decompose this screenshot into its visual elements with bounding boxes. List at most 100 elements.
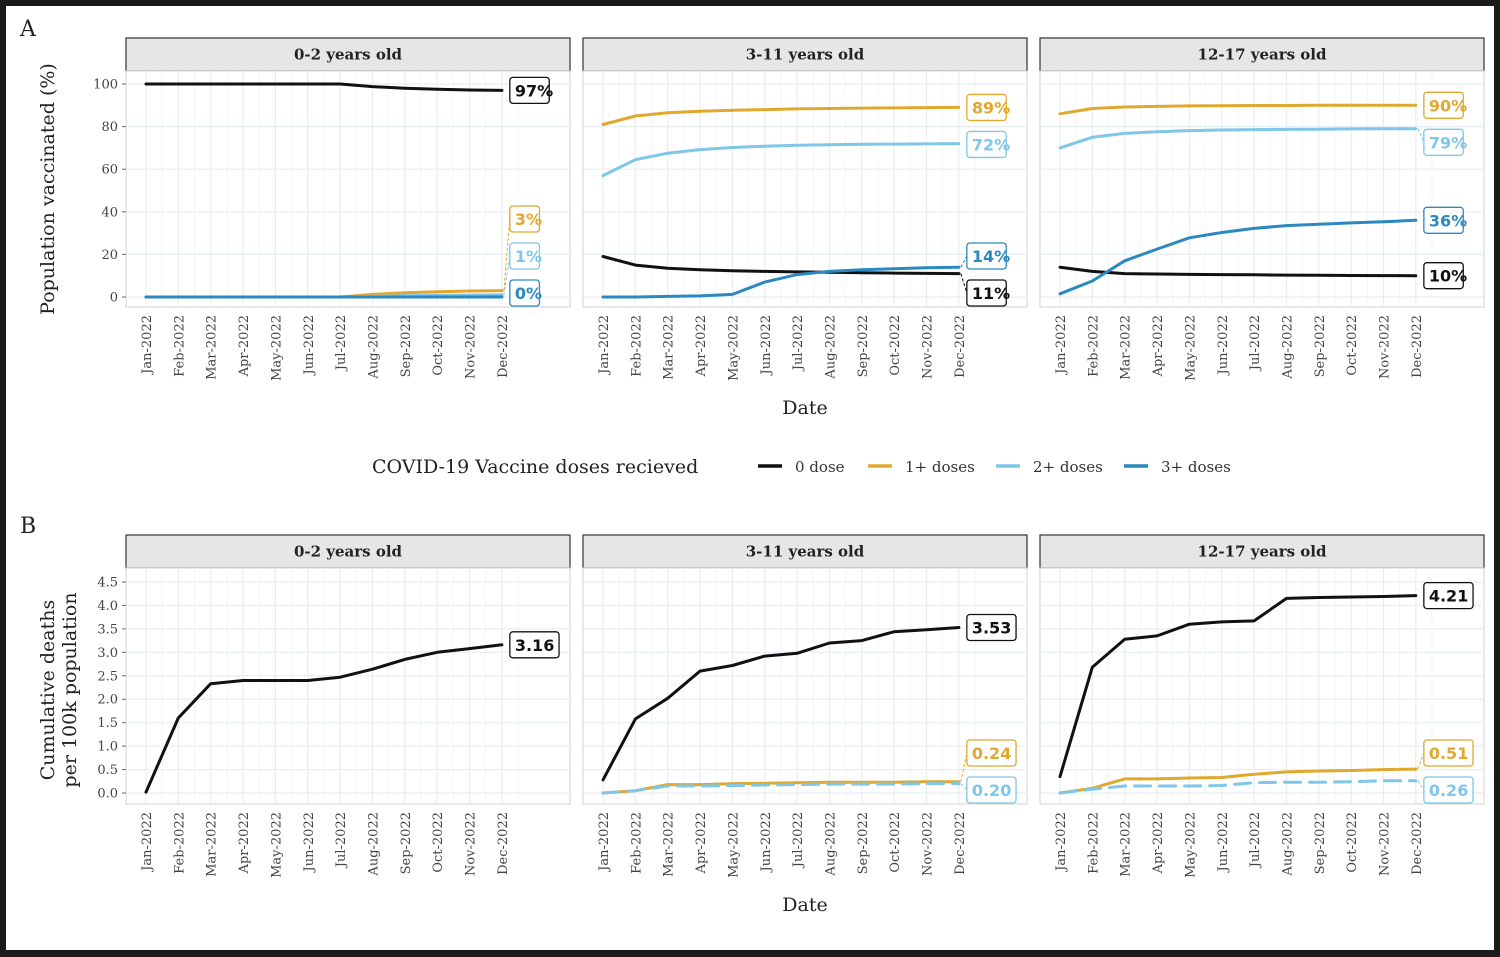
x-tick-label: Dec-2022 [953, 315, 968, 378]
series-line-0-dose [144, 82, 504, 92]
x-tick-label: Jan-2022 [597, 812, 612, 873]
end-label-box-0-dose [966, 279, 1007, 307]
end-label-connector [1417, 128, 1425, 143]
legend-label-2plus-doses: 2+ doses [1033, 458, 1103, 476]
end-label-box-2plus-doses [509, 242, 541, 270]
end-label-box-2plus-doses [966, 776, 1017, 804]
x-tick-label: Mar-2022 [662, 812, 677, 877]
x-tick-label: Jun-2022 [759, 315, 774, 376]
end-label-0-dose: 4.21 [1429, 587, 1468, 606]
x-tick-label: Jul-2022 [1248, 812, 1263, 869]
end-label-box-3plus-doses [1423, 206, 1464, 234]
x-tick-label: Sep-2022 [399, 315, 414, 377]
end-label-1plus-doses: 3% [515, 210, 542, 229]
legend-title: COVID-19 Vaccine doses recieved [372, 456, 698, 478]
series-line-3plus-doses [1058, 218, 1418, 296]
facet-b-0-2-years-old: 0-2 years old Jan-2022 Feb-2022 Mar-2022 Apr… [125, 534, 571, 878]
series-line-2plus-doses [1058, 779, 1418, 795]
series-line-1plus-doses [1058, 767, 1418, 795]
end-label-connector [1417, 780, 1425, 791]
y-tick-label: 20 [101, 248, 118, 263]
x-tick-label: Dec-2022 [1410, 812, 1425, 875]
x-tick-label: Dec-2022 [953, 812, 968, 875]
legend: COVID-19 Vaccine doses recieved 0 dose 1+ … [372, 456, 1231, 478]
plot-area [125, 70, 571, 308]
end-label-1plus-doses: 90% [1429, 96, 1467, 115]
facet-title: 12-17 years old [1198, 46, 1327, 64]
end-label-0-dose: 10% [1429, 267, 1467, 286]
end-label-connector [960, 273, 968, 294]
facet-strip [582, 534, 1028, 569]
facet-strip [582, 37, 1028, 72]
x-tick-label: Jan-2022 [140, 315, 155, 376]
x-tick-label: Jul-2022 [334, 812, 349, 869]
end-label-box-2plus-doses [1423, 128, 1464, 156]
end-label-2plus-doses: 1% [515, 247, 542, 266]
facet-title: 3-11 years old [746, 46, 865, 64]
x-tick-label: May-2022 [726, 315, 741, 381]
y-tick-label: 60 [101, 163, 118, 178]
x-tick-label: Sep-2022 [1313, 315, 1328, 377]
legend-label-3plus-doses: 3+ doses [1161, 458, 1231, 476]
x-tick-label: Feb-2022 [629, 812, 644, 874]
end-label-1plus-doses: 89% [972, 98, 1010, 117]
end-label-box-1plus-doses [509, 205, 541, 233]
x-tick-label: Nov-2022 [464, 315, 479, 379]
x-tick-label: Jun-2022 [302, 812, 317, 873]
series-line-0-dose [1058, 265, 1418, 278]
x-axis-title: Date [782, 894, 827, 916]
end-label-1plus-doses: 0.51 [1429, 744, 1468, 763]
plot-area [125, 567, 571, 805]
x-tick-label: Oct-2022 [431, 812, 446, 873]
plot-area [1039, 567, 1485, 805]
x-tick-label: Oct-2022 [431, 315, 446, 376]
x-tick-label: Aug-2022 [1280, 315, 1295, 380]
x-tick-label: Jul-2022 [1248, 315, 1263, 372]
x-tick-label: Sep-2022 [856, 812, 871, 874]
x-tick-label: Sep-2022 [399, 812, 414, 874]
y-tick-label: 2.0 [97, 693, 118, 708]
y-tick-label: 3.0 [97, 646, 118, 661]
x-tick-label: Nov-2022 [464, 812, 479, 876]
x-tick-label: Dec-2022 [496, 812, 511, 875]
x-tick-label: May-2022 [269, 315, 284, 381]
end-label-connector [1417, 752, 1425, 770]
x-tick-label: Nov-2022 [921, 812, 936, 876]
end-label-box-1plus-doses [966, 739, 1017, 767]
series-line-1plus-doses [1058, 103, 1418, 116]
x-tick-label: Apr-2022 [237, 315, 252, 377]
legend-label-0-dose: 0 dose [795, 458, 845, 476]
series-line-2plus-doses [1058, 127, 1418, 150]
panel-letter-a: A [19, 17, 37, 42]
x-tick-label: Mar-2022 [1119, 315, 1134, 380]
x-tick-label: Jan-2022 [140, 812, 155, 873]
x-tick-label: Oct-2022 [888, 812, 903, 873]
end-label-2plus-doses: 0.20 [972, 781, 1011, 800]
end-label-2plus-doses: 0.26 [1429, 781, 1468, 800]
y-axis-title-line: per 100k population [59, 592, 81, 787]
x-tick-label: Jan-2022 [597, 315, 612, 376]
y-tick-label: 0.5 [97, 763, 118, 778]
x-tick-label: Feb-2022 [172, 315, 187, 377]
x-tick-label: Jun-2022 [759, 812, 774, 873]
x-tick-label: Nov-2022 [1378, 812, 1393, 876]
end-label-1plus-doses: 0.24 [972, 744, 1011, 763]
end-label-box-1plus-doses [1423, 739, 1474, 767]
x-tick-label: May-2022 [269, 812, 284, 878]
x-tick-label: Aug-2022 [1280, 812, 1295, 877]
end-label-2plus-doses: 79% [1429, 133, 1467, 152]
x-tick-label: Jun-2022 [1216, 812, 1231, 873]
x-tick-label: Mar-2022 [662, 315, 677, 380]
facet-title: 3-11 years old [746, 543, 865, 561]
x-tick-label: Dec-2022 [496, 315, 511, 378]
facet-b-3-11-years-old: 3-11 years old Jan-2022 Feb-2022 Mar-2022 Ap… [582, 534, 1028, 878]
x-tick-label: Feb-2022 [1086, 812, 1101, 874]
facet-strip [125, 37, 571, 72]
x-tick-label: Dec-2022 [1410, 315, 1425, 378]
facet-b-12-17-years-old: 12-17 years old Jan-2022 Feb-2022 Mar-2022 A… [1039, 534, 1485, 878]
x-tick-label: May-2022 [1183, 315, 1198, 381]
end-label-box-3plus-doses [966, 242, 1007, 270]
facet-title: 0-2 years old [294, 543, 403, 561]
end-label-box-2plus-doses [966, 130, 1007, 159]
